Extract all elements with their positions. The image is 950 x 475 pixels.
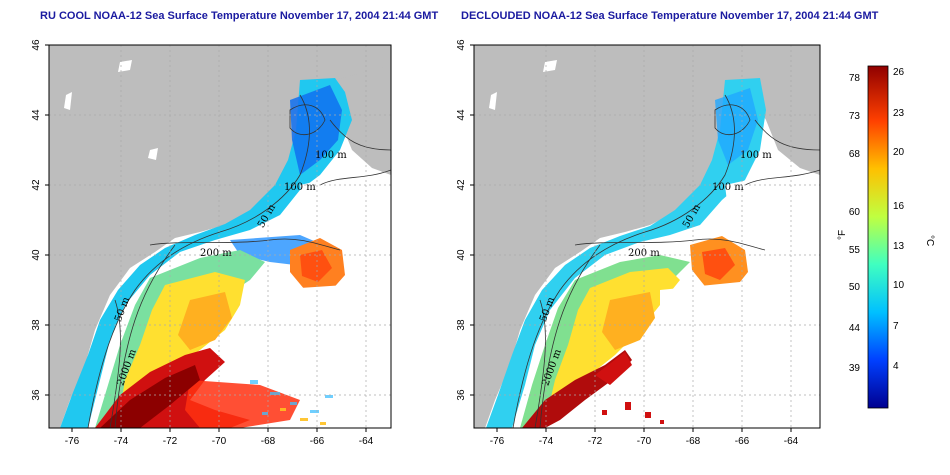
right-isobath-100m-lower: 100 m xyxy=(712,182,744,193)
celsius-tick-label: 10 xyxy=(893,280,905,291)
fahrenheit-tick-label: 73 xyxy=(849,111,861,122)
fahrenheit-label: °F xyxy=(837,230,848,240)
celsius-tick-label: 13 xyxy=(893,241,905,252)
fahrenheit-tick-label: 68 xyxy=(849,149,861,160)
fahrenheit-tick-label: 55 xyxy=(849,245,861,256)
fahrenheit-tick-label: 39 xyxy=(849,363,861,374)
right-y-tick-label: 46 xyxy=(456,39,467,51)
right-map-panel: 100 m 100 m 50 m 200 m 50 m 2000 m xyxy=(473,44,821,429)
right-y-tick-label: 36 xyxy=(456,389,467,401)
left-x-tick-label: -76 xyxy=(65,436,80,447)
right-declouded-gap xyxy=(615,280,820,428)
right-land-mask xyxy=(474,45,820,428)
right-x-tick-label: -76 xyxy=(490,436,505,447)
right-x-tick-label: -66 xyxy=(735,436,750,447)
right-isobath-100m-upper: 100 m xyxy=(740,150,772,161)
celsius-tick-label: 23 xyxy=(893,108,905,119)
celsius-tick-label: 4 xyxy=(893,361,899,372)
axes-layer: -76 -74 -72 -70 -68 -66 -64 46 44 42 40 38 36 -76 -74 -… xyxy=(31,39,799,447)
fahrenheit-tick-label: 60 xyxy=(849,207,861,218)
left-y-tick-label: 44 xyxy=(31,109,42,121)
left-map-panel: 100 m 100 m 50 m 200 m 50 m 2000 m xyxy=(48,44,392,429)
right-x-tick-label: -68 xyxy=(686,436,701,447)
colorbar-gradient xyxy=(867,65,889,409)
left-y-tick-label: 36 xyxy=(31,389,42,401)
right-panel-title: DECLOUDED NOAA-12 Sea Surface Temperatur… xyxy=(461,10,879,22)
left-plot-frame xyxy=(48,44,392,429)
fahrenheit-tick-label: 50 xyxy=(849,282,861,293)
right-x-tick-label: -74 xyxy=(539,436,554,447)
temperature-colorbar: 78 73 68 60 55 50 44 39 26 23 20 16 13 10 7 4 °F °C xyxy=(837,65,935,409)
celsius-tick-label: 20 xyxy=(893,147,905,158)
right-y-tick-label: 42 xyxy=(456,179,467,191)
left-x-tick-label: -68 xyxy=(261,436,276,447)
right-plot-frame xyxy=(473,44,821,429)
right-x-tick-label: -72 xyxy=(588,436,603,447)
left-gridlines xyxy=(49,45,391,428)
right-y-tick-label: 38 xyxy=(456,319,467,331)
right-x-tick-label: -70 xyxy=(637,436,652,447)
right-y-tick-label: 44 xyxy=(456,109,467,121)
left-isobath-100m-upper: 100 m xyxy=(315,150,347,161)
left-y-tick-label: 40 xyxy=(31,249,42,261)
left-y-tick-label: 46 xyxy=(31,39,42,51)
fahrenheit-tick-label: 78 xyxy=(849,73,861,84)
left-x-tick-label: -70 xyxy=(212,436,227,447)
right-y-tick-label: 40 xyxy=(456,249,467,261)
celsius-tick-label: 26 xyxy=(893,67,905,78)
left-x-tick-label: -64 xyxy=(359,436,374,447)
right-x-tick-label: -64 xyxy=(784,436,799,447)
left-x-tick-label: -74 xyxy=(114,436,129,447)
left-x-tick-label: -66 xyxy=(310,436,325,447)
left-y-tick-label: 38 xyxy=(31,319,42,331)
left-land-mask xyxy=(49,45,391,428)
celsius-tick-label: 16 xyxy=(893,201,905,212)
left-isobath-100m-lower: 100 m xyxy=(284,182,316,193)
left-x-tick-label: -72 xyxy=(163,436,178,447)
left-panel-title: RU COOL NOAA-12 Sea Surface Temperature … xyxy=(40,10,439,22)
right-nova-scotia xyxy=(754,65,820,175)
left-isobath-200m: 200 m xyxy=(200,248,232,259)
colorbar-ticks: 78 73 68 60 55 50 44 39 26 23 20 16 13 10 7 4 xyxy=(849,67,905,374)
right-isobath-200m: 200 m xyxy=(628,248,660,259)
left-y-tick-label: 42 xyxy=(31,179,42,191)
right-gridlines xyxy=(474,45,820,428)
fahrenheit-tick-label: 44 xyxy=(849,323,861,334)
celsius-label: °C xyxy=(924,235,935,246)
celsius-tick-label: 7 xyxy=(893,321,899,332)
